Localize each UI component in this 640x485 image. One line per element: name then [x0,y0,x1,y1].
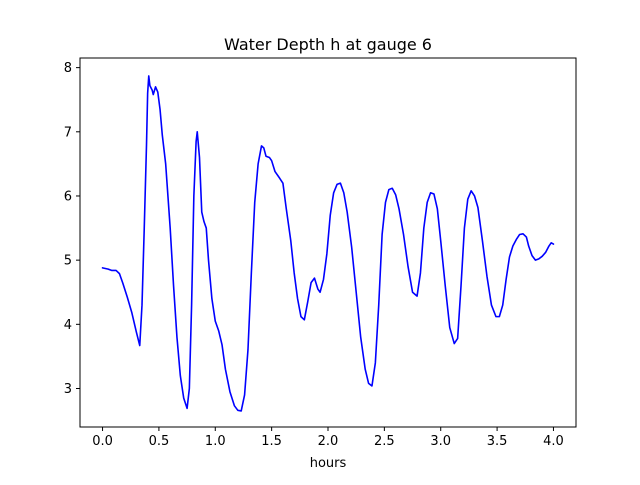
y-tick-label: 4 [64,318,72,333]
x-tick-label: 2.5 [374,434,395,449]
y-tick-label: 8 [64,61,72,76]
series-line-0 [101,75,555,412]
y-tick-label: 6 [64,189,72,204]
x-tick-label: 0.5 [149,434,170,449]
y-tick-label: 7 [64,125,72,140]
x-tick-label: 1.5 [261,434,282,449]
y-tick-label: 5 [64,254,72,269]
x-tick-label: 1.0 [205,434,226,449]
x-tick-label: 4.0 [543,434,564,449]
y-tick-label: 3 [64,382,72,397]
x-axis-label: hours [310,456,347,471]
x-tick-label: 3.5 [487,434,508,449]
x-tick-label: 0.0 [92,434,113,449]
x-tick-label: 3.0 [430,434,451,449]
chart-title: Water Depth h at gauge 6 [224,35,432,54]
x-tick-label: 2.0 [318,434,339,449]
plot-area: 0.0 0.5 1.0 1.5 2.0 2.5 3.0 3.5 4.0 3 4 5 6 7 8 [64,57,577,449]
